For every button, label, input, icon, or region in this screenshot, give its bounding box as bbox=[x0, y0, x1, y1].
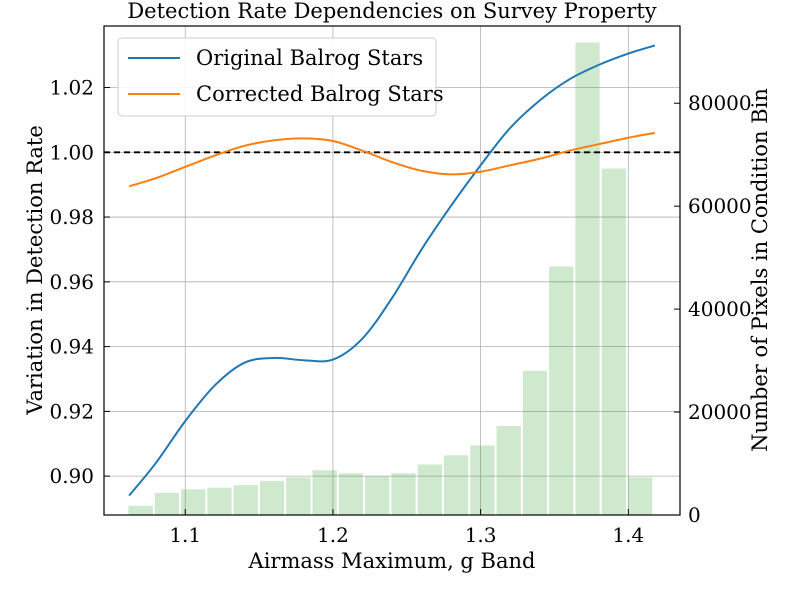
legend-label-corrected: Corrected Balrog Stars bbox=[196, 82, 444, 106]
plot-frame bbox=[103, 25, 681, 516]
y-axis-label: Variation in Detection Rate bbox=[23, 125, 47, 416]
histogram-bar bbox=[470, 445, 495, 515]
y-tick-label: 0.92 bbox=[49, 399, 94, 423]
y-tick-label: 0.94 bbox=[49, 335, 94, 359]
histogram-bars bbox=[128, 42, 653, 516]
histogram-bar bbox=[233, 485, 258, 515]
histogram-bar bbox=[575, 42, 600, 515]
histogram-bar bbox=[391, 473, 416, 515]
y-tick-label: 1.02 bbox=[49, 76, 94, 100]
histogram-bar bbox=[417, 464, 442, 515]
y2-tick-label: 0 bbox=[688, 503, 701, 527]
y2-tick-label: 40000 bbox=[688, 297, 752, 321]
x-tick-label: 1.4 bbox=[612, 523, 644, 547]
histogram-bar bbox=[259, 481, 285, 515]
x-tick-label: 1.3 bbox=[465, 523, 497, 547]
x-axis-ticks: 1.1 1.2 1.3 1.4 bbox=[169, 509, 644, 547]
histogram-bar bbox=[601, 168, 626, 516]
x-axis-label: Airmass Maximum, g Band bbox=[248, 549, 536, 573]
legend-box bbox=[117, 37, 437, 117]
series-lines bbox=[128, 44, 656, 497]
histogram-bar bbox=[207, 487, 232, 515]
histogram-bar bbox=[128, 505, 153, 515]
x-tick-label: 1.2 bbox=[317, 523, 349, 547]
y2-axis-label: Number of Pixels in Condition Bin bbox=[748, 88, 772, 452]
y-axis-ticks: 0.90 0.92 0.94 0.96 0.98 1.00 1.02 bbox=[49, 76, 110, 488]
histogram-bar bbox=[365, 476, 390, 515]
histogram-bar bbox=[154, 492, 180, 515]
series-line-original bbox=[128, 44, 656, 497]
histogram-bar bbox=[443, 455, 469, 515]
histogram-bar bbox=[338, 473, 364, 515]
y2-tick-label: 80000 bbox=[688, 91, 752, 115]
y2-axis-ticks: 0 20000 40000 60000 80000 bbox=[674, 91, 752, 527]
y-tick-label: 1.00 bbox=[49, 140, 94, 164]
legend-label-original: Original Balrog Stars bbox=[196, 46, 423, 70]
y-tick-label: 0.98 bbox=[49, 205, 94, 229]
y-tick-label: 0.90 bbox=[49, 464, 94, 488]
series-line-corrected bbox=[128, 131, 656, 188]
histogram-bar bbox=[627, 477, 653, 515]
y2-tick-label: 60000 bbox=[688, 194, 752, 218]
y-tick-label: 0.96 bbox=[49, 270, 94, 294]
histogram-bar bbox=[549, 266, 574, 515]
histogram-bar bbox=[181, 489, 206, 515]
histogram-bar bbox=[286, 477, 311, 515]
histogram-bar bbox=[522, 370, 548, 515]
histogram-bar bbox=[496, 425, 521, 515]
x-tick-label: 1.1 bbox=[169, 523, 201, 547]
histogram-bar bbox=[312, 470, 337, 515]
legend: Original Balrog Stars Corrected Balrog S… bbox=[117, 37, 444, 117]
chart-title: Detection Rate Dependencies on Survey Pr… bbox=[127, 0, 656, 23]
y2-tick-label: 20000 bbox=[688, 400, 752, 424]
